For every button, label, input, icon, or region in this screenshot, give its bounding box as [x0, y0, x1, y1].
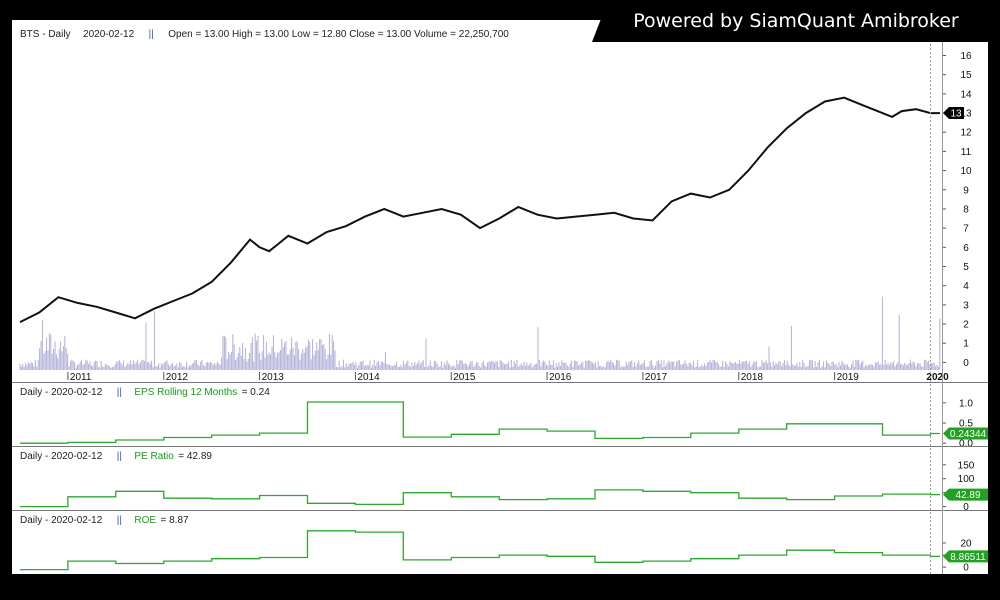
- last-value-tag: [943, 550, 988, 563]
- last-value-tag-label: 8.86511: [950, 552, 986, 563]
- price-title: BTS - Daily 2020-02-12 || Open = 13.00 H…: [20, 24, 509, 41]
- indicator-y-tick-label: 1.0: [959, 398, 973, 409]
- eps-title-sep: ||: [117, 387, 122, 398]
- price-y-tick-label: 8: [963, 204, 969, 215]
- price-title-ohlcv: Open = 13.00 High = 13.00 Low = 12.80 Cl…: [168, 29, 509, 40]
- price-y-tick-label: 15: [960, 70, 972, 81]
- price-title-date: 2020-02-12: [83, 29, 135, 40]
- year-tick-label: 2020: [926, 372, 949, 383]
- pe-title-label: PE Ratio: [134, 451, 174, 462]
- price-y-tick-label: 7: [963, 224, 969, 235]
- price-y-tick-label: 14: [960, 89, 972, 100]
- year-tick-label: 2015: [453, 372, 476, 383]
- eps-title-value: = 0.24: [242, 387, 271, 398]
- roe-title-label: ROE: [134, 515, 156, 526]
- roe-panel[interactable]: 201008.86511: [20, 530, 988, 574]
- price-title-sep: ||: [149, 29, 154, 40]
- indicator-y-tick-label: 0.5: [959, 419, 973, 430]
- year-tick-label: 2019: [837, 372, 860, 383]
- last-value-tag: [943, 427, 988, 440]
- year-tick-label: 2018: [741, 372, 764, 383]
- last-price-tag: [943, 107, 964, 120]
- year-tick-label: 2013: [262, 372, 285, 383]
- last-value-tag: [943, 488, 988, 501]
- price-y-tick-label: 3: [963, 300, 969, 311]
- eps-title-prefix: Daily - 2020-02-12: [20, 387, 103, 398]
- eps-title: Daily - 2020-02-12 || EPS Rolling 12 Mon…: [20, 382, 270, 399]
- eps-title-label: EPS Rolling 12 Months: [134, 387, 237, 398]
- last-value-tag-label: 42.89: [955, 490, 980, 501]
- price-y-tick-label: 5: [963, 262, 969, 273]
- roe-title-sep: ||: [117, 515, 122, 526]
- price-y-tick-label: 0: [963, 358, 969, 369]
- roe-panel-bg: [12, 511, 942, 574]
- indicator-y-tick-label: 100: [958, 474, 975, 485]
- pe-title-prefix: Daily - 2020-02-12: [20, 451, 103, 462]
- pe-title: Daily - 2020-02-12 || PE Ratio = 42.89: [20, 446, 212, 463]
- indicator-step-line: [20, 530, 940, 571]
- roe-title: Daily - 2020-02-12 || ROE = 8.87: [20, 510, 189, 527]
- indicator-y-tick-label: 20: [960, 538, 972, 549]
- indicator-y-tick-label: 0: [963, 502, 969, 513]
- last-value-tag-label: 0.24344: [950, 429, 987, 440]
- price-y-tick-label: 12: [960, 128, 972, 139]
- price-title-symbol: BTS - Daily: [20, 29, 71, 40]
- price-panel-bg: [12, 20, 942, 382]
- year-tick-label: 2012: [166, 372, 189, 383]
- price-y-tick-label: 11: [961, 147, 972, 158]
- indicator-y-tick-label: 0: [963, 563, 969, 574]
- price-y-tick-label: 16: [960, 51, 972, 62]
- year-tick-label: 2016: [549, 372, 572, 383]
- roe-title-value: = 8.87: [161, 515, 190, 526]
- year-tick-label: 2011: [70, 372, 92, 383]
- indicator-y-tick-label: 150: [958, 460, 975, 471]
- year-tick-label: 2014: [357, 372, 380, 383]
- price-y-tick-label: 13: [960, 109, 972, 120]
- pe-title-sep: ||: [117, 451, 122, 462]
- indicator-y-tick-label: 0.0: [959, 439, 973, 450]
- price-y-tick-label: 6: [963, 243, 969, 254]
- price-y-tick-label: 1: [963, 339, 969, 350]
- eps-panel-bg: [12, 383, 942, 446]
- price-y-tick-label: 2: [963, 320, 969, 331]
- price-y-tick-label: 9: [963, 185, 969, 196]
- roe-title-prefix: Daily - 2020-02-12: [20, 515, 103, 526]
- last-price-tag-label: 13: [950, 109, 962, 120]
- price-line: [19, 96, 940, 323]
- indicator-step-line: [20, 489, 940, 508]
- price-y-tick-label: 10: [960, 166, 972, 177]
- eps-panel[interactable]: 1.0 0.5 0.00.24344: [20, 398, 988, 450]
- year-tick-label: 2017: [645, 372, 668, 383]
- price-y-tick-label: 4: [963, 281, 969, 292]
- indicator-step-line: [20, 401, 940, 444]
- powered-by-banner: Powered by SiamQuant Amibroker AlphaSuit…: [592, 0, 1000, 42]
- pe-title-value: = 42.89: [178, 451, 212, 462]
